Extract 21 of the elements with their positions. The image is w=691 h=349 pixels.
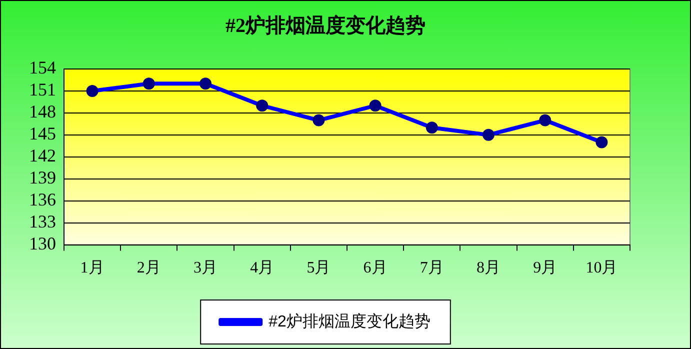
legend-label: #2炉排烟温度变化趋势 bbox=[268, 312, 430, 330]
y-tick-label: 145 bbox=[29, 124, 56, 144]
y-tick-label: 142 bbox=[29, 146, 56, 166]
y-tick-label: 133 bbox=[29, 212, 56, 232]
y-tick-label: 148 bbox=[29, 102, 56, 122]
x-tick-label: 8月 bbox=[476, 260, 500, 277]
x-tick-label: 6月 bbox=[363, 260, 388, 277]
y-tick-label: 139 bbox=[29, 168, 56, 188]
x-tick-label: 10月 bbox=[586, 260, 618, 277]
x-tick-label: 2月 bbox=[136, 260, 161, 277]
x-tick-label: 3月 bbox=[194, 260, 218, 277]
x-tick-label: 5月 bbox=[306, 260, 331, 277]
y-tick-label: 154 bbox=[29, 58, 56, 78]
x-tick-label: 1月 bbox=[80, 260, 104, 277]
y-tick-label: 130 bbox=[29, 234, 56, 254]
y-tick-label: 136 bbox=[29, 190, 56, 210]
x-tick-label: 4月 bbox=[250, 260, 274, 277]
x-tick-label: 9月 bbox=[533, 260, 558, 277]
chart-title: #2炉排烟温度变化趋势 bbox=[226, 14, 426, 38]
x-tick-label: 7月 bbox=[420, 260, 444, 277]
y-tick-label: 151 bbox=[29, 80, 56, 100]
